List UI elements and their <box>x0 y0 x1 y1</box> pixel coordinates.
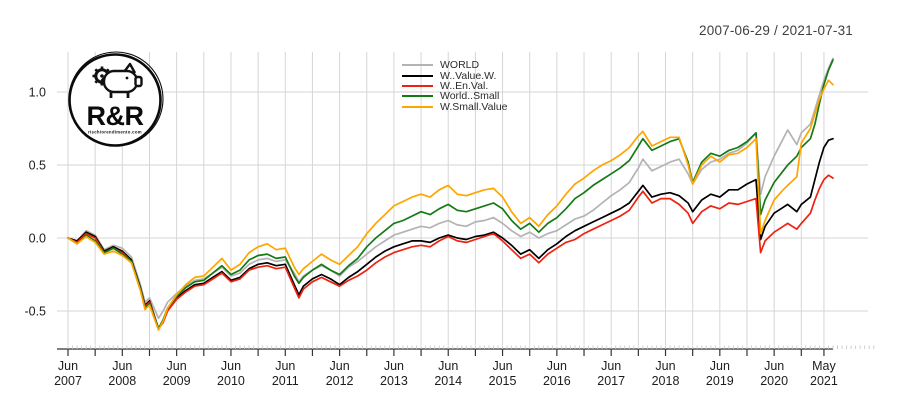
x-tick-label: Jun <box>112 359 132 373</box>
series-line-W..En.Val. <box>67 174 834 330</box>
x-tick-label: Jun <box>438 359 458 373</box>
x-tick-label: Jun <box>384 359 404 373</box>
x-tick-label: 2008 <box>108 374 136 388</box>
legend-label: WORLD <box>440 59 480 72</box>
date-range-title: 2007-06-29 / 2021-07-31 <box>699 23 853 38</box>
x-tick-label: 2019 <box>706 374 734 388</box>
legend-label: W..En.Val. <box>440 79 489 92</box>
series-line-World..Small <box>67 59 834 330</box>
x-tick-label: Jun <box>655 359 675 373</box>
chart-legend: WORLD W..Value.W. W..En.Val. World..Small W.… <box>402 60 508 112</box>
x-tick-label: 2013 <box>380 374 408 388</box>
logo-circle-outer <box>68 51 164 147</box>
x-tick-label: 2017 <box>597 374 625 388</box>
legend-swatch <box>402 84 433 87</box>
series-line-W..Value.W. <box>67 137 834 330</box>
y-tick-label: 0.5 <box>29 159 46 173</box>
piggy-bank-icon <box>100 62 143 98</box>
legend-item: W.Small.Value <box>402 102 508 112</box>
x-tick-label: Jun <box>710 359 730 373</box>
legend-item: W..En.Val. <box>402 81 508 91</box>
logo-text: R&R <box>87 101 144 131</box>
y-axis: -0.5 0.0 0.5 1.0 <box>24 86 46 319</box>
series-line-W.Small.Value <box>67 79 834 331</box>
x-tick-label: 2007 <box>54 374 82 388</box>
legend-label: W.Small.Value <box>440 100 508 113</box>
legend-item: WORLD <box>402 60 508 70</box>
series-line-WORLD <box>67 57 834 320</box>
x-tick-label: 2018 <box>652 374 680 388</box>
x-tick-label: Jun <box>58 359 78 373</box>
x-tick-label: Jun <box>167 359 187 373</box>
x-tick-label: 2020 <box>760 374 788 388</box>
legend-swatch <box>402 64 433 67</box>
x-tick-label: Jun <box>221 359 241 373</box>
gridlines <box>57 52 868 345</box>
x-tick-label: Jun <box>764 359 784 373</box>
logo-subtext: rischiorendimento.com <box>88 130 142 135</box>
legend-label: World..Small <box>440 90 500 103</box>
x-tick-label: 2021 <box>810 374 838 388</box>
x-tick-label: 2011 <box>272 374 299 388</box>
x-axis: Jun2007Jun2008Jun2009Jun2010Jun2011Jun20… <box>54 345 875 388</box>
y-tick-label: 0.0 <box>29 232 46 246</box>
legend-swatch <box>402 74 433 77</box>
legend-swatch <box>402 95 433 98</box>
logo: R&R rischiorendimento.com <box>68 51 164 147</box>
x-tick-label: Jun <box>275 359 295 373</box>
y-tick-label: -0.5 <box>24 305 46 319</box>
x-tick-label: 2012 <box>326 374 354 388</box>
x-tick-label: 2010 <box>217 374 245 388</box>
legend-item: W..Value.W. <box>402 69 508 82</box>
legend-item: World..Small <box>402 90 508 103</box>
x-tick-label: Jun <box>492 359 512 373</box>
x-tick-label: 2014 <box>434 374 462 388</box>
x-tick-label: Jun <box>601 359 621 373</box>
x-tick-label: Jun <box>330 359 350 373</box>
x-tick-label: 2015 <box>489 374 517 388</box>
x-tick-label: Jun <box>547 359 567 373</box>
x-tick-label: 2009 <box>163 374 191 388</box>
x-tick-label: May <box>812 359 836 373</box>
legend-label: W..Value.W. <box>440 69 497 82</box>
x-tick-label: 2016 <box>543 374 571 388</box>
y-tick-label: 1.0 <box>29 86 46 100</box>
legend-swatch <box>402 105 433 108</box>
